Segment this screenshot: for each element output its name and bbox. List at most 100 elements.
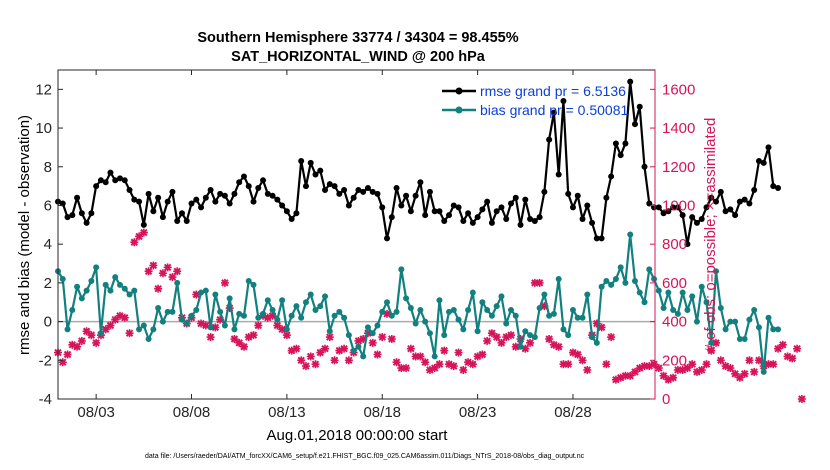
bias-point [240, 312, 247, 319]
rmse-point [384, 235, 391, 242]
bias-point [622, 279, 629, 286]
bias-point [355, 343, 362, 350]
rmse-point [727, 206, 734, 213]
obs-marker [101, 325, 110, 334]
bias-point [617, 264, 624, 271]
rmse-point [426, 188, 433, 195]
rmse-point [69, 212, 76, 219]
bias-point [379, 308, 386, 315]
bias-point [431, 353, 438, 360]
obs-marker [392, 358, 401, 367]
y-tick-label: 4 [44, 236, 52, 253]
rmse-point [341, 186, 348, 193]
rmse-point [541, 188, 548, 195]
bias-point [274, 316, 281, 323]
obs-marker [654, 364, 663, 373]
bias-point [345, 332, 352, 339]
bias-point [207, 324, 214, 331]
rmse-point [484, 198, 491, 205]
rmse-point [150, 208, 157, 215]
obs-marker [325, 333, 334, 342]
rmse-point [455, 204, 462, 211]
bias-point [350, 347, 357, 354]
rmse-point [302, 183, 309, 190]
bias-point [655, 287, 662, 294]
bias-point [279, 297, 286, 304]
obs-marker [387, 335, 396, 344]
legend-bias-label: bias grand pr = 0.50081 [480, 102, 628, 118]
rmse-point [693, 219, 700, 226]
bias-point [603, 277, 610, 284]
obs-marker [602, 360, 611, 369]
rmse-point [360, 188, 367, 195]
rmse-point [765, 144, 772, 151]
bias-point [202, 287, 209, 294]
bias-point [465, 306, 472, 313]
rmse-point [527, 216, 534, 223]
rmse-point [407, 208, 414, 215]
bias-point [474, 328, 481, 335]
obs-marker [702, 360, 711, 369]
obs-marker [173, 267, 182, 276]
rmse-point [584, 202, 591, 209]
bias-point [260, 310, 267, 317]
rmse-point [460, 217, 467, 224]
rmse-point [293, 210, 300, 217]
rmse-point [717, 188, 724, 195]
bias-point [150, 326, 157, 333]
obs-marker [769, 360, 778, 369]
rmse-point [102, 179, 109, 186]
rmse-point [322, 186, 329, 193]
rmse-point [503, 216, 510, 223]
bias-point [646, 266, 653, 273]
rmse-point [126, 186, 133, 193]
y-tick-label: -2 [39, 352, 52, 369]
obs-marker [125, 329, 134, 338]
rmse-point [74, 194, 81, 201]
obs-marker [745, 356, 754, 365]
bias-point [116, 281, 123, 288]
bias-point [450, 306, 457, 313]
bias-point [484, 306, 491, 313]
bias-point [536, 305, 543, 312]
rmse-point [217, 190, 224, 197]
bias-point [579, 314, 586, 321]
bias-point [193, 306, 200, 313]
obs-marker [483, 336, 492, 345]
rmse-point [598, 235, 605, 242]
obs-marker [368, 338, 377, 347]
y2-tick-label: 1000 [662, 197, 695, 214]
rmse-point [741, 196, 748, 203]
bias-point [713, 268, 720, 275]
y2-tick-label: 1400 [662, 120, 695, 137]
bias-point [727, 318, 734, 325]
bias-point [178, 316, 185, 323]
obs-marker [440, 346, 449, 355]
rmse-point [775, 185, 782, 192]
bias-point [264, 297, 271, 304]
obs-marker [263, 313, 272, 322]
rmse-point [589, 219, 596, 226]
obs-marker [282, 331, 291, 340]
obs-marker [344, 356, 353, 365]
bias-point [326, 328, 333, 335]
bias-point [641, 299, 648, 306]
bias-point [317, 303, 324, 310]
bias-point [97, 330, 104, 337]
rmse-point [198, 204, 205, 211]
bias-point [164, 308, 171, 315]
bias-point [398, 266, 405, 273]
obs-marker [87, 331, 96, 340]
bias-point [83, 287, 90, 294]
obs-marker [92, 338, 101, 347]
x-tick-label: 08/18 [363, 404, 401, 421]
obs-marker [707, 346, 716, 355]
bias-point [302, 299, 309, 306]
bias-point [140, 322, 147, 329]
rmse-point [622, 140, 629, 147]
bias-point [388, 312, 395, 319]
bias-point [708, 339, 715, 346]
bias-point [102, 281, 109, 288]
rmse-point [736, 198, 743, 205]
legend-rmse-label: rmse grand pr = 6.5136 [480, 83, 626, 99]
